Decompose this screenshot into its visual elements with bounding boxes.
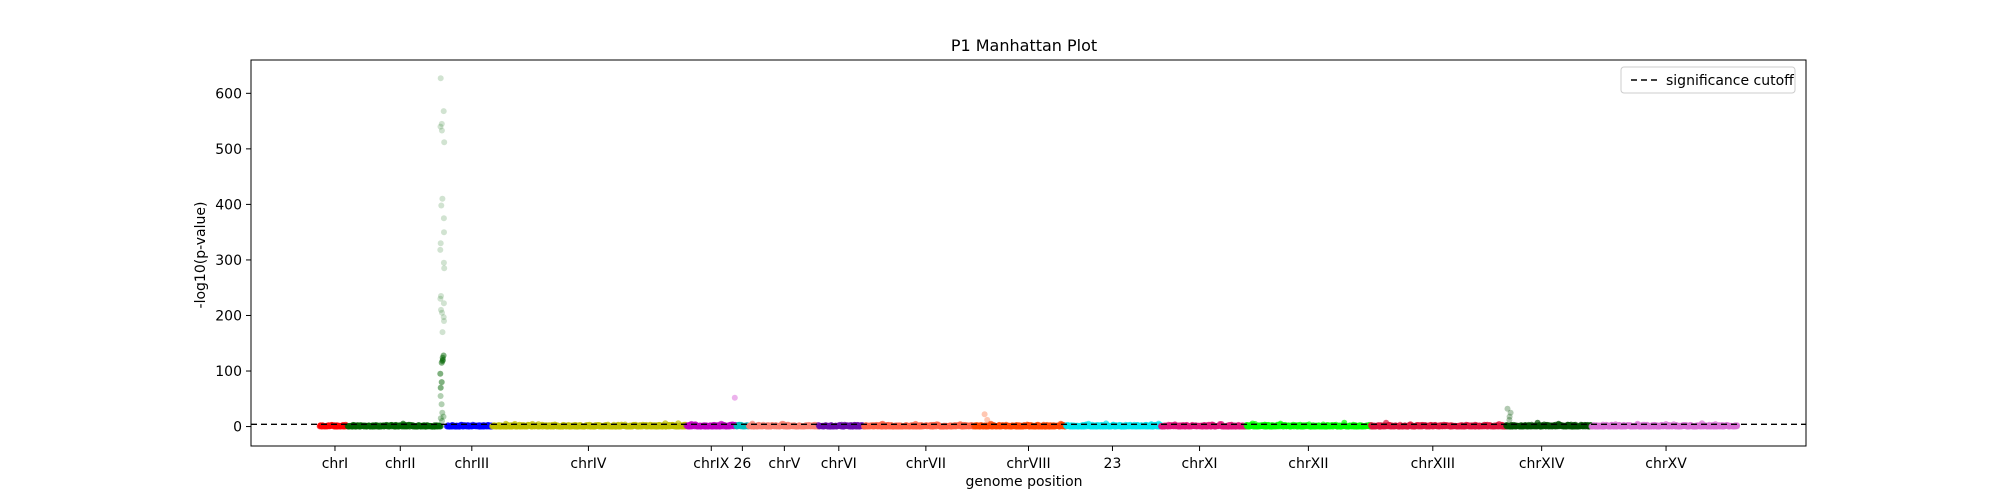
- legend: significance cutoff: [1620, 66, 1796, 94]
- y-tick-label: 0: [233, 420, 242, 436]
- x-tick-label: chrIX: [693, 456, 729, 472]
- chromosome-points-chrII: [344, 420, 444, 430]
- x-tick-label: chrV: [768, 456, 800, 472]
- x-axis-label: genome position: [965, 474, 1082, 490]
- x-tick-label: chrVI: [821, 456, 857, 472]
- peak-point: [438, 120, 445, 127]
- y-tick-label: 500: [215, 142, 242, 158]
- x-tick-label: chrXIII: [1411, 456, 1455, 472]
- peak-point: [438, 401, 445, 408]
- peak-point: [437, 75, 444, 82]
- peak-point: [438, 379, 445, 386]
- chromosome-points-chrV: [745, 420, 822, 430]
- chromosome-points-chrIII: [443, 421, 495, 430]
- peak-point: [439, 418, 445, 424]
- y-tick-label: 300: [215, 253, 242, 269]
- data-points: [316, 75, 1741, 430]
- x-tick-label: chrIII: [454, 456, 489, 472]
- peak-point: [438, 202, 445, 209]
- peak-point: [440, 215, 447, 222]
- x-tick-label: chrII: [385, 456, 416, 472]
- peak-point: [1504, 405, 1511, 412]
- peak-point: [438, 306, 444, 313]
- x-tick-label: chrVII: [906, 456, 946, 472]
- x-tick-label: chrIV: [570, 456, 606, 472]
- chromosome-points-chrXI: [1158, 421, 1250, 430]
- peak-point: [439, 309, 445, 316]
- peak-point: [437, 246, 444, 253]
- peak-point: [438, 293, 444, 299]
- peak-point: [437, 384, 444, 391]
- peak-point: [437, 295, 444, 302]
- peak-point: [731, 394, 738, 401]
- chromosome-points-chrXIII: [1367, 419, 1509, 430]
- y-tick-label: 100: [215, 364, 242, 380]
- x-tick-label: chrVIII: [1006, 456, 1050, 472]
- peak-point: [437, 370, 444, 377]
- x-tick-label: chrI: [322, 456, 348, 472]
- peak-point: [439, 195, 446, 202]
- peak-point: [437, 393, 444, 399]
- peak-points-chrII: [437, 75, 448, 424]
- y-tick-label: 600: [215, 86, 242, 102]
- chromosome-points-chrIX: [683, 420, 739, 430]
- peak-point: [438, 359, 445, 366]
- peak-point: [441, 265, 448, 272]
- peak-points-chrVIII: [981, 411, 991, 423]
- peak-point: [441, 139, 448, 146]
- x-tick-label: 26: [733, 456, 751, 472]
- peak-point: [440, 314, 447, 321]
- peak-point: [1507, 409, 1514, 416]
- chromosome-points-chrIV: [489, 420, 690, 430]
- legend-label: significance cutoff: [1666, 73, 1794, 89]
- y-axis-ticks: 0 100 200 300 400 500 600: [215, 86, 251, 436]
- peak-points-chrXIV: [1504, 405, 1514, 423]
- chromosome-points-chrVII: [860, 420, 977, 430]
- y-axis-label: -log10(p-value): [193, 202, 209, 309]
- peak-point: [438, 127, 445, 134]
- peak-point: [984, 416, 991, 423]
- peak-point: [441, 318, 447, 324]
- chart-title: P1 Manhattan Plot: [951, 36, 1097, 55]
- x-tick-label: chrXI: [1182, 456, 1218, 472]
- peak-point: [439, 409, 446, 416]
- x-axis-ticks: chrI chrII chrIII chrIV chrIX 26 chrV chrVI chrV…: [322, 446, 1687, 472]
- peak-points-chrIX: [731, 394, 738, 401]
- peak-point: [440, 108, 447, 115]
- peak-point: [441, 229, 447, 236]
- y-tick-label: 400: [215, 197, 242, 213]
- peak-point: [1506, 413, 1513, 420]
- peak-point: [437, 123, 444, 130]
- peak-point: [440, 259, 447, 266]
- x-tick-label: 23: [1104, 456, 1122, 472]
- legend-box: [1620, 66, 1796, 94]
- x-tick-label: chrXIV: [1519, 456, 1565, 472]
- x-tick-label: chrXII: [1288, 456, 1328, 472]
- peak-point: [981, 411, 988, 418]
- peak-point: [440, 300, 447, 307]
- plot-frame: [250, 59, 1807, 447]
- peak-point: [440, 413, 447, 420]
- x-tick-label: chrXV: [1645, 456, 1687, 472]
- chromosome-points-chrVI: [815, 421, 867, 430]
- peak-point: [437, 415, 444, 422]
- y-tick-label: 200: [215, 308, 242, 324]
- peak-point: [437, 240, 444, 247]
- peak-point: [439, 329, 446, 336]
- peak-point: [1506, 416, 1513, 423]
